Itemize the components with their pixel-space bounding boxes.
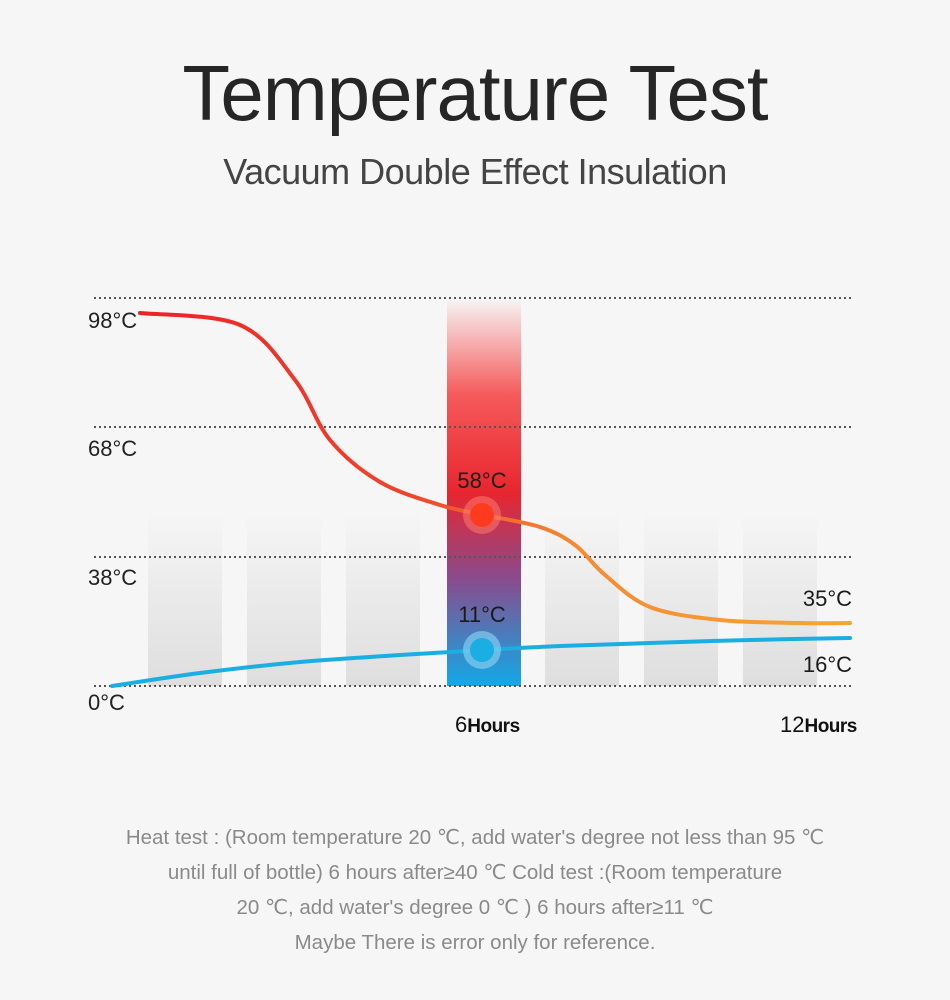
y-tick-label-0: 0°C xyxy=(88,690,125,715)
y-tick-label-38: 38°C xyxy=(88,565,137,590)
highlight-band-6h xyxy=(447,298,521,686)
x-tick-label-12h: 12Hours xyxy=(780,712,857,737)
notes-line-2: until full of bottle) 6 hours after≥40 ℃… xyxy=(167,861,783,884)
data-label-hot-6h: 58°C xyxy=(457,468,506,493)
background-bar-4 xyxy=(545,510,619,686)
notes-line-1: Heat test : (Room temperature 20 ℃, add … xyxy=(125,826,825,849)
background-bar-2 xyxy=(247,510,321,686)
notes-line-4: Maybe There is error only for reference. xyxy=(294,931,656,954)
x-tick-unit: Hours xyxy=(804,716,856,737)
series-markers xyxy=(463,496,501,669)
grid-lines xyxy=(94,297,852,687)
y-tick-label-98: 98°C xyxy=(88,308,137,333)
data-label-hot-12h: 35°C xyxy=(803,586,852,611)
background-bar-6 xyxy=(743,510,817,686)
page-title: Temperature Test xyxy=(182,49,768,137)
test-notes: Heat test : (Room temperature 20 ℃, add … xyxy=(75,820,875,960)
x-tick-unit: Hours xyxy=(467,716,519,737)
background-bar-1 xyxy=(148,510,222,686)
background-bar-5 xyxy=(644,510,718,686)
highlight-band xyxy=(447,298,521,686)
data-label-cold-12h: 16°C xyxy=(803,652,852,677)
page-subtitle: Vacuum Double Effect Insulation xyxy=(223,151,727,192)
marker-hot-6h xyxy=(470,503,494,527)
x-tick-number: 12 xyxy=(780,712,804,737)
notes-line-3: 20 ℃, add water's degree 0 ℃ ) 6 hours a… xyxy=(236,896,714,919)
x-tick-label-6h: 6Hours xyxy=(455,712,520,737)
x-tick-number: 6 xyxy=(455,712,467,737)
marker-cold-6h xyxy=(470,638,494,662)
data-label-cold-6h: 11°C xyxy=(458,602,506,627)
y-tick-label-68: 68°C xyxy=(88,436,137,461)
